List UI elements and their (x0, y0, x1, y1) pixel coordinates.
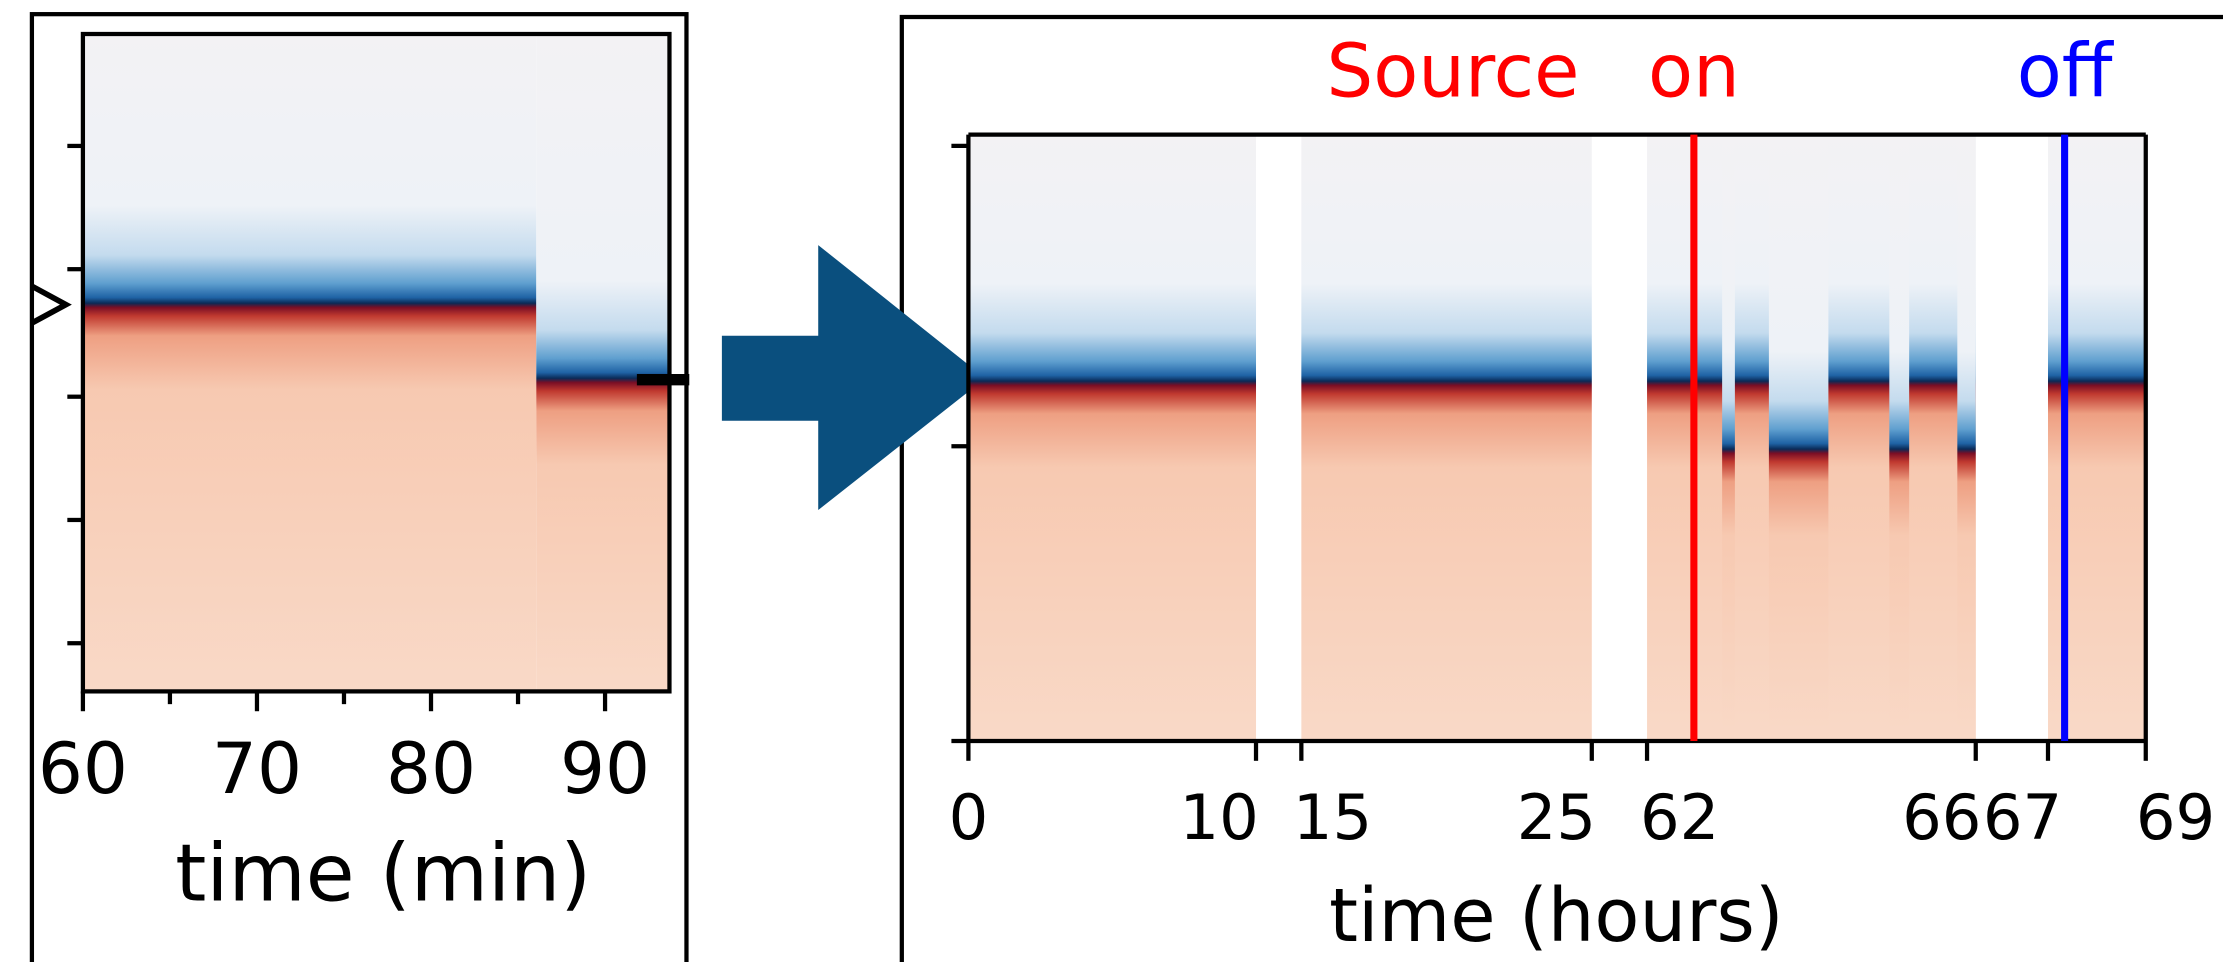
x-tick-label: 15 (1293, 781, 1372, 854)
heatmap-band (1722, 134, 1735, 741)
arrow (721, 245, 986, 511)
x-tick-label: 0 (949, 781, 989, 854)
x-tick-label: 70 (212, 727, 302, 810)
x-tick-label: 25 (1517, 781, 1596, 854)
axes-frame (80, 31, 672, 694)
x-tick-label: 90 (560, 727, 650, 810)
left-panel-frame (29, 12, 689, 962)
x-tick-label: 10 (1180, 781, 1259, 854)
heatmap-band (536, 34, 670, 692)
annotation: off (2017, 30, 2115, 115)
x-tick-label: 69 (2136, 781, 2215, 854)
interface-marker (30, 283, 72, 326)
heatmap-band (82, 34, 537, 692)
x-axis-label: time (hours) (1329, 874, 1783, 959)
heatmap-band (1889, 134, 1910, 741)
heatmap-band (1301, 134, 1592, 741)
heatmap-band (1957, 134, 1976, 741)
x-axis-label: time (min) (175, 826, 591, 919)
x-tick-label: 66 (1902, 781, 1981, 854)
x-tick-label: 60 (38, 727, 128, 810)
x-tick-label: 67 (1983, 781, 2062, 854)
x-tick-label: 62 (1640, 781, 1719, 854)
heatmap-band (1768, 134, 1829, 741)
annotation: Source (1326, 30, 1579, 115)
right-panel-frame (899, 14, 2223, 962)
x-tick-label: 80 (386, 727, 476, 810)
annotation: on (1648, 30, 1740, 115)
heatmap-band (968, 134, 1257, 741)
